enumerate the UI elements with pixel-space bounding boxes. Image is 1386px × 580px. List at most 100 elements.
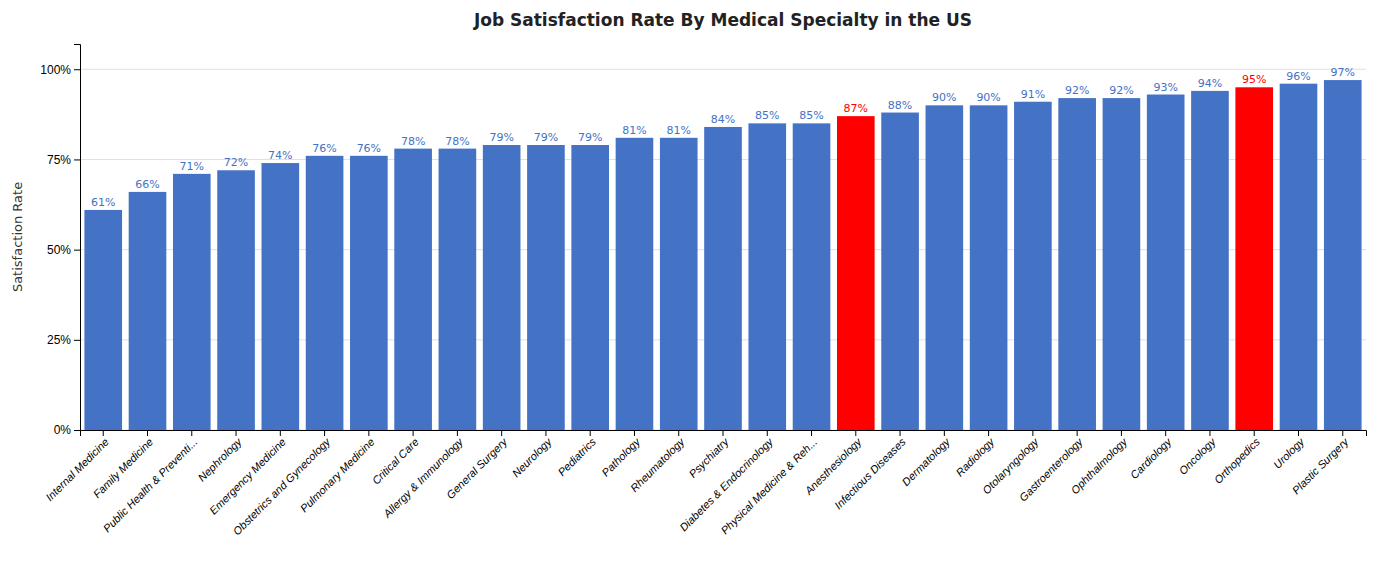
bar <box>129 192 167 430</box>
bar <box>217 170 255 430</box>
data-labels: 61%66%71%72%74%76%76%78%78%79%79%79%81%8… <box>91 66 1355 209</box>
x-tick: Cardiology <box>1128 430 1175 481</box>
x-tick-mark <box>368 430 369 436</box>
grid <box>80 69 1366 430</box>
data-label: 81% <box>667 124 691 137</box>
y-axis-line <box>74 45 81 431</box>
x-tick: Obstetrics and Gynecology <box>230 430 333 537</box>
x-tick-mark <box>236 430 237 436</box>
data-label: 74% <box>268 149 292 162</box>
data-label: 90% <box>976 91 1000 104</box>
data-label: 94% <box>1198 77 1222 90</box>
x-tick: Psychiatry <box>686 430 731 480</box>
y-tick-mark <box>74 340 80 341</box>
data-label: 92% <box>1109 84 1133 97</box>
data-label: 88% <box>888 99 912 112</box>
x-tick-label: Psychiatry <box>686 434 731 479</box>
data-label: 78% <box>445 135 469 148</box>
x-tick-label: Oncology <box>1176 434 1218 476</box>
x-tick: Infectious Diseases <box>832 430 908 511</box>
x-tick-mark <box>678 430 679 436</box>
y-tick: 75% <box>47 153 80 167</box>
y-tick-label: 75% <box>47 153 71 167</box>
x-tick-label: Public Health & Preventi... <box>101 436 200 535</box>
x-tick-mark <box>1121 430 1122 436</box>
x-tick-mark <box>634 430 635 436</box>
bar <box>1324 80 1362 430</box>
x-tick-mark <box>1254 430 1255 436</box>
bar <box>1147 95 1185 430</box>
x-tick-label: Urology <box>1271 434 1307 470</box>
y-tick-mark <box>74 69 80 70</box>
bar <box>837 116 875 430</box>
x-axis-line <box>81 431 1367 437</box>
x-tick-mark <box>324 430 325 436</box>
data-label: 79% <box>489 131 513 144</box>
x-tick-label: Pulmonary Medicine <box>298 436 377 515</box>
x-tick: Plastic Surgery <box>1290 430 1352 496</box>
y-tick-mark <box>74 250 80 251</box>
bar <box>704 127 742 430</box>
bar <box>173 174 211 430</box>
x-tick-mark <box>191 430 192 436</box>
x-tick-label: General Surgery <box>444 434 511 501</box>
data-label: 97% <box>1331 66 1355 79</box>
grid-line <box>80 69 1366 70</box>
x-tick-mark <box>280 430 281 436</box>
bar <box>1058 98 1096 430</box>
bar <box>394 149 432 430</box>
x-tick-mark <box>1032 430 1033 436</box>
x-tick-label: Orthopedics <box>1212 435 1263 486</box>
bar <box>1103 98 1141 430</box>
x-tick-label: Pediatrics <box>555 435 598 478</box>
x-tick-mark <box>900 430 901 436</box>
data-label: 90% <box>932 91 956 104</box>
x-tick: Oncology <box>1176 430 1218 477</box>
x-tick-mark <box>1342 430 1343 436</box>
x-tick-mark <box>811 430 812 436</box>
data-label: 78% <box>401 135 425 148</box>
data-label: 66% <box>135 178 159 191</box>
x-tick: Public Health & Preventi... <box>101 430 200 534</box>
x-tick: Radiology <box>953 430 997 479</box>
bar <box>1280 84 1318 430</box>
x-tick: Neurology <box>510 430 555 479</box>
bar <box>84 210 122 430</box>
data-label: 81% <box>622 124 646 137</box>
y-tick: 25% <box>47 333 80 347</box>
x-tick-label: Radiology <box>953 434 997 478</box>
x-tick: Rheumatology <box>628 430 688 494</box>
bar <box>350 156 388 430</box>
title: Job Satisfaction Rate By Medical Special… <box>473 10 972 30</box>
data-label: 84% <box>711 113 735 126</box>
x-tick-label: Ophthalmology <box>1068 434 1130 496</box>
x-tick: Physical Medicine & Reh... <box>718 430 819 537</box>
x-tick-label: Infectious Diseases <box>832 435 908 511</box>
x-tick-mark <box>767 430 768 436</box>
x-tick-mark <box>501 430 502 436</box>
data-label: 87% <box>844 102 868 115</box>
x-tick: Dermatology <box>900 430 954 488</box>
x-tick-mark <box>855 430 856 436</box>
data-label: 85% <box>799 109 823 122</box>
bar <box>881 113 919 430</box>
bar <box>970 105 1008 430</box>
x-tick: Pediatrics <box>555 430 598 478</box>
x-tick-label: Cardiology <box>1128 434 1175 481</box>
x-tick: Orthopedics <box>1212 430 1263 486</box>
data-label: 95% <box>1242 73 1266 86</box>
y-tick: 100% <box>40 63 80 77</box>
x-tick-mark <box>988 430 989 436</box>
bar <box>527 145 565 430</box>
chart: 61%66%71%72%74%76%76%78%78%79%79%79%81%8… <box>0 0 1386 580</box>
data-label: 79% <box>534 131 558 144</box>
bars <box>84 80 1361 430</box>
x-tick-label: Dermatology <box>900 434 954 488</box>
bar <box>616 138 654 430</box>
data-label: 76% <box>312 142 336 155</box>
x-tick-mark <box>413 430 414 436</box>
x-tick-mark <box>944 430 945 436</box>
x-tick: Diabetes & Endocrinology <box>677 430 776 534</box>
bar <box>926 105 964 430</box>
x-tick: Ophthalmology <box>1068 430 1130 496</box>
